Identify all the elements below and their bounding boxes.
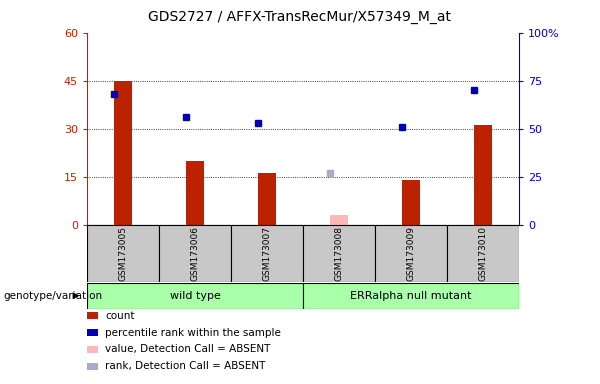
Text: ERRalpha null mutant: ERRalpha null mutant — [350, 291, 472, 301]
Text: GDS2727 / AFFX-TransRecMur/X57349_M_at: GDS2727 / AFFX-TransRecMur/X57349_M_at — [149, 10, 452, 23]
Text: GSM173010: GSM173010 — [479, 226, 487, 281]
Bar — [447, 225, 519, 282]
Bar — [186, 161, 204, 225]
Bar — [330, 215, 348, 225]
Bar — [114, 81, 132, 225]
Bar — [474, 126, 492, 225]
Text: GSM173007: GSM173007 — [263, 226, 271, 281]
Text: GSM173008: GSM173008 — [335, 226, 343, 281]
Text: GSM173006: GSM173006 — [191, 226, 199, 281]
Text: GSM173009: GSM173009 — [407, 226, 415, 281]
Bar — [231, 225, 303, 282]
Bar — [303, 283, 519, 309]
Text: count: count — [105, 311, 134, 321]
Text: genotype/variation: genotype/variation — [3, 291, 102, 301]
Text: rank, Detection Call = ABSENT: rank, Detection Call = ABSENT — [105, 361, 265, 371]
Text: percentile rank within the sample: percentile rank within the sample — [105, 328, 281, 338]
Text: wild type: wild type — [170, 291, 220, 301]
Bar — [87, 283, 303, 309]
Bar — [159, 225, 231, 282]
Text: value, Detection Call = ABSENT: value, Detection Call = ABSENT — [105, 344, 271, 354]
Bar — [402, 180, 420, 225]
Text: GSM173005: GSM173005 — [119, 226, 128, 281]
Bar — [375, 225, 447, 282]
Bar — [303, 225, 375, 282]
Polygon shape — [73, 292, 80, 299]
Bar — [258, 174, 276, 225]
Bar — [87, 225, 159, 282]
